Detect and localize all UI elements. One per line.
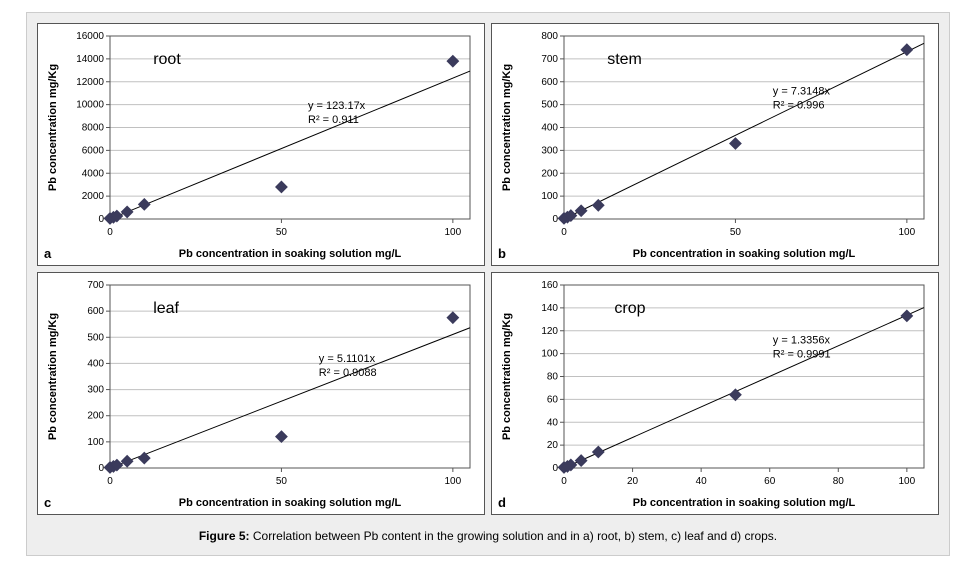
svg-text:400: 400 bbox=[87, 358, 104, 369]
svg-text:Pb concentration in soaking so: Pb concentration in soaking solution mg/… bbox=[633, 497, 856, 509]
chart-panel-leaf: 0 100 200 300 400 500 600 700 0 50 100 leaf y = 5.11… bbox=[37, 272, 485, 515]
svg-text:700: 700 bbox=[541, 54, 558, 65]
svg-text:100: 100 bbox=[445, 227, 462, 238]
svg-text:0: 0 bbox=[107, 227, 113, 238]
svg-text:leaf: leaf bbox=[153, 300, 179, 317]
chart-svg-root: 0 2000 4000 6000 8000 10000 12000 14000 16000 0 50… bbox=[38, 24, 484, 265]
svg-text:y = 1.3356x: y = 1.3356x bbox=[773, 335, 831, 347]
svg-text:Pb concentration mg/Kg: Pb concentration mg/Kg bbox=[501, 313, 513, 440]
chart-svg-leaf: 0 100 200 300 400 500 600 700 0 50 100 leaf y = 5.11… bbox=[38, 273, 484, 514]
svg-text:2000: 2000 bbox=[82, 191, 105, 202]
svg-text:160: 160 bbox=[541, 280, 558, 291]
svg-text:stem: stem bbox=[607, 51, 642, 68]
svg-text:R² = 0.911: R² = 0.911 bbox=[308, 114, 359, 126]
chart-panel-root: 0 2000 4000 6000 8000 10000 12000 14000 16000 0 50… bbox=[37, 23, 485, 266]
caption-prefix: Figure 5: bbox=[199, 529, 250, 543]
svg-text:0: 0 bbox=[107, 476, 113, 487]
svg-text:140: 140 bbox=[541, 303, 558, 314]
svg-text:0: 0 bbox=[552, 214, 558, 225]
svg-text:0: 0 bbox=[98, 463, 104, 474]
svg-text:Pb concentration in soaking so: Pb concentration in soaking solution mg/… bbox=[179, 248, 402, 260]
svg-text:60: 60 bbox=[547, 394, 559, 405]
chart-panel-crop: 0 20 40 60 80 100 120 140 160 0 20 40 60 80 100 crop y =… bbox=[491, 272, 939, 515]
svg-text:14000: 14000 bbox=[76, 54, 104, 65]
panel-corner-label: a bbox=[44, 246, 51, 261]
svg-text:4000: 4000 bbox=[82, 168, 105, 179]
svg-text:Pb concentration mg/Kg: Pb concentration mg/Kg bbox=[47, 313, 59, 440]
chart-svg-crop: 0 20 40 60 80 100 120 140 160 0 20 40 60 80 100 crop y =… bbox=[492, 273, 938, 514]
svg-text:100: 100 bbox=[899, 476, 916, 487]
svg-text:0: 0 bbox=[98, 214, 104, 225]
svg-text:10000: 10000 bbox=[76, 100, 104, 111]
svg-text:120: 120 bbox=[541, 326, 558, 337]
panel-corner-label: d bbox=[498, 495, 506, 510]
svg-text:700: 700 bbox=[87, 280, 104, 291]
svg-text:100: 100 bbox=[541, 191, 558, 202]
svg-text:16000: 16000 bbox=[76, 31, 104, 42]
svg-text:80: 80 bbox=[833, 476, 845, 487]
svg-text:20: 20 bbox=[547, 440, 559, 451]
svg-text:300: 300 bbox=[541, 145, 558, 156]
svg-text:300: 300 bbox=[87, 385, 104, 396]
panel-corner-label: b bbox=[498, 246, 506, 261]
svg-text:100: 100 bbox=[87, 437, 104, 448]
svg-text:0: 0 bbox=[552, 463, 558, 474]
svg-text:50: 50 bbox=[276, 476, 288, 487]
svg-text:600: 600 bbox=[541, 77, 558, 88]
svg-text:200: 200 bbox=[541, 168, 558, 179]
svg-text:50: 50 bbox=[276, 227, 288, 238]
caption-text: Correlation between Pb content in the gr… bbox=[250, 529, 778, 543]
svg-text:Pb concentration in soaking so: Pb concentration in soaking solution mg/… bbox=[179, 497, 402, 509]
svg-text:Pb concentration mg/Kg: Pb concentration mg/Kg bbox=[47, 64, 59, 191]
chart-grid: 0200040006000800010000120001400016000050… bbox=[27, 13, 949, 519]
svg-text:100: 100 bbox=[899, 227, 916, 238]
svg-text:R² = 0.996: R² = 0.996 bbox=[773, 100, 825, 112]
figure-container: 0200040006000800010000120001400016000050… bbox=[0, 0, 976, 564]
figure-frame: 0200040006000800010000120001400016000050… bbox=[26, 12, 950, 556]
svg-text:80: 80 bbox=[547, 372, 559, 383]
svg-text:50: 50 bbox=[730, 227, 742, 238]
svg-text:R² = 0.9088: R² = 0.9088 bbox=[319, 367, 377, 379]
svg-text:20: 20 bbox=[627, 476, 639, 487]
svg-text:100: 100 bbox=[541, 349, 558, 360]
svg-text:root: root bbox=[153, 51, 181, 68]
svg-text:y = 5.1101x: y = 5.1101x bbox=[319, 353, 376, 365]
svg-text:12000: 12000 bbox=[76, 77, 104, 88]
svg-text:100: 100 bbox=[445, 476, 462, 487]
panel-corner-label: c bbox=[44, 495, 51, 510]
svg-text:800: 800 bbox=[541, 31, 558, 42]
svg-text:0: 0 bbox=[561, 476, 567, 487]
svg-text:500: 500 bbox=[87, 332, 104, 343]
svg-text:40: 40 bbox=[696, 476, 708, 487]
chart-svg-stem: 0 100 200 300 400 500 600 700 800 0 50 100 stem y = 7… bbox=[492, 24, 938, 265]
svg-text:0: 0 bbox=[561, 227, 567, 238]
svg-text:8000: 8000 bbox=[82, 123, 105, 134]
figure-caption: Figure 5: Correlation between Pb content… bbox=[27, 519, 949, 555]
svg-text:y = 7.3148x: y = 7.3148x bbox=[773, 86, 831, 98]
svg-text:crop: crop bbox=[614, 300, 645, 317]
svg-text:400: 400 bbox=[541, 123, 558, 134]
svg-text:Pb concentration mg/Kg: Pb concentration mg/Kg bbox=[501, 64, 513, 191]
svg-text:200: 200 bbox=[87, 411, 104, 422]
svg-text:6000: 6000 bbox=[82, 145, 105, 156]
chart-panel-stem: 0 100 200 300 400 500 600 700 800 0 50 100 stem y = 7… bbox=[491, 23, 939, 266]
svg-text:40: 40 bbox=[547, 417, 559, 428]
svg-text:R² = 0.9991: R² = 0.9991 bbox=[773, 349, 831, 361]
svg-text:Pb concentration in soaking so: Pb concentration in soaking solution mg/… bbox=[633, 248, 856, 260]
svg-text:500: 500 bbox=[541, 100, 558, 111]
svg-text:60: 60 bbox=[764, 476, 776, 487]
svg-text:y = 123.17x: y = 123.17x bbox=[308, 100, 366, 112]
svg-text:600: 600 bbox=[87, 306, 104, 317]
